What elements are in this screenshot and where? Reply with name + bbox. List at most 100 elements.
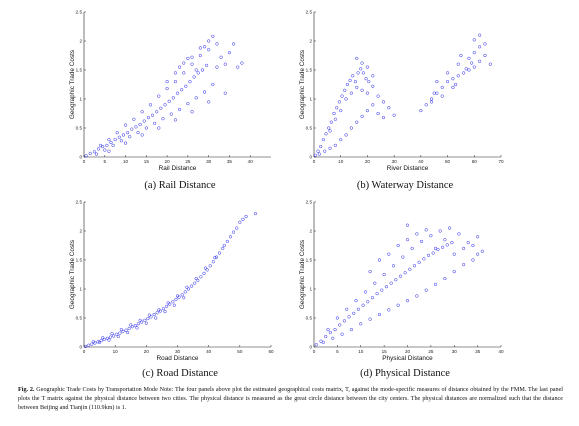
x-tick-label: 70: [498, 159, 504, 164]
data-point: [382, 272, 386, 277]
data-point: [376, 111, 380, 116]
y-tick-label: 0.5: [306, 316, 313, 321]
data-point: [347, 315, 351, 319]
data-point: [241, 217, 245, 221]
data-point: [483, 42, 487, 46]
data-point: [328, 330, 332, 335]
y-tick-label: 0.5: [306, 126, 313, 131]
data-point: [371, 103, 375, 107]
data-point: [178, 107, 182, 112]
data-point: [221, 246, 225, 250]
data-point: [488, 62, 492, 66]
y-tick-label: 0: [309, 345, 312, 350]
data-point: [462, 246, 466, 250]
y-tick-label: 0.5: [76, 316, 83, 321]
data-point: [464, 67, 468, 71]
data-point: [333, 328, 337, 332]
data-point: [182, 296, 186, 300]
data-point: [327, 126, 331, 130]
data-point: [119, 328, 123, 332]
data-point: [186, 287, 190, 291]
data-point: [447, 226, 452, 230]
data-point: [186, 102, 190, 106]
data-point: [232, 230, 236, 234]
data-point: [205, 63, 209, 67]
x-tick-label: 25: [428, 349, 434, 354]
data-point: [371, 84, 375, 88]
data-point: [188, 80, 192, 84]
data-point: [349, 91, 353, 95]
data-point: [199, 275, 203, 279]
data-point: [456, 74, 460, 78]
data-point: [166, 301, 170, 305]
data-point: [364, 77, 368, 81]
data-point: [96, 340, 100, 344]
data-point: [349, 126, 353, 130]
data-point: [338, 323, 342, 327]
data-point: [225, 239, 229, 244]
panel-a: 0 5 10 15 20 25 30 35 40 0 0.5 1 1.5 2 2.5 Rail Distanc…: [66, 8, 281, 180]
data-point: [183, 290, 187, 294]
data-point: [178, 65, 182, 69]
data-point: [314, 343, 318, 347]
data-point: [182, 71, 186, 75]
data-point: [433, 282, 438, 286]
subcaption-b: (b) Waterway Distance: [356, 180, 454, 191]
data-point: [144, 321, 148, 325]
data-point: [123, 141, 128, 145]
x-tick-label: 40: [498, 349, 504, 354]
data-point: [152, 312, 156, 317]
data-point: [148, 103, 153, 107]
data-point: [324, 132, 328, 136]
data-point: [253, 212, 257, 216]
data-point: [317, 152, 321, 156]
data-point: [136, 322, 141, 326]
data-point: [171, 96, 175, 100]
data-point: [415, 294, 419, 298]
data-point: [471, 258, 475, 262]
data-point: [115, 332, 119, 336]
data-point: [185, 285, 189, 289]
data-point: [124, 328, 128, 332]
data-point: [412, 264, 417, 268]
data-point: [365, 91, 370, 95]
data-point: [445, 80, 450, 84]
x-tick-label: 20: [365, 159, 371, 164]
x-tick-label: 0: [83, 159, 86, 164]
data-point: [207, 100, 211, 104]
data-point: [387, 106, 391, 110]
data-point: [324, 334, 328, 339]
data-point: [169, 112, 173, 116]
data-point: [333, 143, 337, 147]
data-point: [157, 126, 161, 130]
data-point: [202, 45, 207, 49]
data-point: [360, 88, 364, 92]
data-point: [321, 340, 325, 344]
x-tick-label: 20: [405, 349, 411, 354]
data-point: [340, 94, 344, 98]
data-point: [472, 51, 476, 55]
data-point: [190, 62, 194, 66]
data-point: [150, 113, 155, 117]
data-point: [157, 308, 161, 312]
data-point: [366, 300, 370, 304]
data-point: [467, 68, 471, 72]
data-point: [130, 127, 134, 131]
y-axis-title: Geographic Trade Costs: [299, 240, 306, 309]
data-point: [471, 243, 475, 248]
data-point: [359, 322, 363, 326]
data-point: [394, 278, 398, 282]
data-point: [96, 147, 101, 151]
data-point: [200, 68, 205, 72]
data-point: [143, 318, 147, 322]
chart-b: 0 10 20 30 40 50 60 70 0 0.5 1 1.5 2 2.5 River Distanc…: [299, 10, 504, 172]
data-point: [90, 342, 94, 346]
data-point: [344, 133, 348, 137]
data-point: [214, 255, 219, 259]
data-point: [432, 91, 436, 95]
y-tick-label: 2: [309, 229, 312, 234]
y-tick-label: 1.5: [76, 258, 83, 263]
data-point: [174, 297, 178, 302]
data-point: [478, 45, 482, 49]
chart-c: 0 10 20 30 40 50 60 0 0.5 1 1.5 2 2.5 Road Distance Ge…: [69, 200, 274, 362]
